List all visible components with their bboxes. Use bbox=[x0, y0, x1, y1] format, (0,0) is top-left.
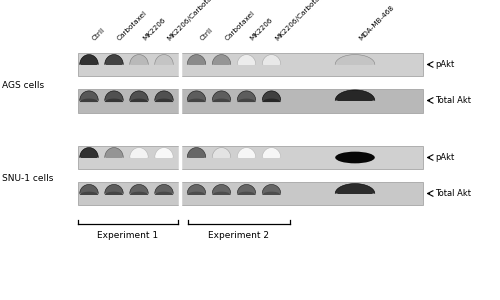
Bar bbox=[78, 53, 422, 76]
Text: CtrII: CtrII bbox=[199, 27, 214, 42]
Polygon shape bbox=[80, 91, 98, 100]
Polygon shape bbox=[80, 148, 98, 158]
Polygon shape bbox=[105, 148, 123, 158]
Polygon shape bbox=[80, 184, 98, 194]
Polygon shape bbox=[188, 91, 206, 100]
Polygon shape bbox=[212, 148, 230, 158]
Polygon shape bbox=[262, 91, 280, 100]
Polygon shape bbox=[155, 148, 173, 158]
Polygon shape bbox=[262, 192, 280, 195]
Polygon shape bbox=[130, 192, 148, 195]
Ellipse shape bbox=[335, 152, 375, 163]
Polygon shape bbox=[262, 148, 280, 158]
Text: Experiment 2: Experiment 2 bbox=[208, 231, 269, 240]
Polygon shape bbox=[238, 184, 256, 194]
Polygon shape bbox=[212, 184, 230, 194]
Polygon shape bbox=[105, 91, 123, 100]
Text: SNU-1 cells: SNU-1 cells bbox=[2, 174, 54, 183]
Polygon shape bbox=[335, 184, 375, 194]
Polygon shape bbox=[262, 184, 280, 194]
Bar bbox=[78, 88, 422, 112]
Polygon shape bbox=[130, 55, 148, 64]
Bar bbox=[78, 146, 422, 169]
Polygon shape bbox=[105, 55, 123, 64]
Polygon shape bbox=[212, 99, 230, 102]
Polygon shape bbox=[130, 184, 148, 194]
Text: MK2206/Carbotaxel: MK2206/Carbotaxel bbox=[166, 0, 221, 42]
Polygon shape bbox=[238, 148, 256, 158]
Polygon shape bbox=[155, 192, 173, 195]
Polygon shape bbox=[212, 55, 230, 64]
Polygon shape bbox=[80, 99, 98, 102]
Polygon shape bbox=[188, 148, 206, 158]
Polygon shape bbox=[212, 192, 230, 195]
Polygon shape bbox=[105, 192, 123, 195]
Text: MK2206: MK2206 bbox=[142, 17, 167, 42]
Polygon shape bbox=[188, 184, 206, 194]
Polygon shape bbox=[105, 184, 123, 194]
Polygon shape bbox=[212, 91, 230, 100]
Polygon shape bbox=[335, 90, 375, 101]
Text: Experiment 1: Experiment 1 bbox=[97, 231, 158, 240]
Text: Total Akt: Total Akt bbox=[435, 96, 471, 105]
Polygon shape bbox=[238, 192, 256, 195]
Text: CtrII: CtrII bbox=[92, 27, 106, 42]
Polygon shape bbox=[130, 148, 148, 158]
Text: pAkt: pAkt bbox=[435, 60, 454, 69]
Text: Carbotaxel: Carbotaxel bbox=[224, 10, 256, 42]
Polygon shape bbox=[238, 91, 256, 100]
Text: Total Akt: Total Akt bbox=[435, 189, 471, 198]
Polygon shape bbox=[188, 192, 206, 195]
Text: Carbotaxel: Carbotaxel bbox=[116, 10, 148, 42]
Polygon shape bbox=[80, 192, 98, 195]
Polygon shape bbox=[238, 55, 256, 64]
Polygon shape bbox=[155, 184, 173, 194]
Text: MK2206: MK2206 bbox=[249, 17, 274, 42]
Text: AGS cells: AGS cells bbox=[2, 81, 44, 90]
Polygon shape bbox=[155, 91, 173, 100]
Polygon shape bbox=[155, 99, 173, 102]
Polygon shape bbox=[335, 55, 375, 64]
Polygon shape bbox=[262, 99, 280, 102]
Polygon shape bbox=[130, 99, 148, 102]
Polygon shape bbox=[262, 55, 280, 64]
Text: MK2206/Carbotaxel: MK2206/Carbotaxel bbox=[274, 0, 328, 42]
Bar bbox=[78, 182, 422, 205]
Polygon shape bbox=[80, 55, 98, 64]
Polygon shape bbox=[130, 91, 148, 100]
Polygon shape bbox=[188, 99, 206, 102]
Polygon shape bbox=[238, 99, 256, 102]
Text: MDA-MB-468: MDA-MB-468 bbox=[358, 4, 395, 42]
Text: pAkt: pAkt bbox=[435, 153, 454, 162]
Polygon shape bbox=[188, 55, 206, 64]
Polygon shape bbox=[155, 55, 173, 64]
Polygon shape bbox=[105, 99, 123, 102]
